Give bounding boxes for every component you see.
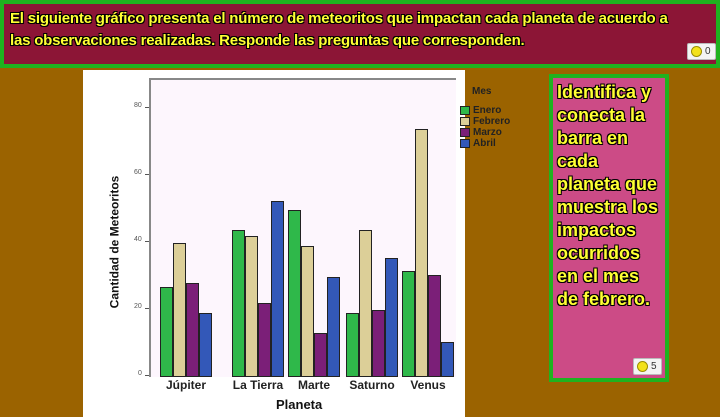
legend-swatch: [460, 139, 470, 148]
coin-icon: [691, 46, 702, 57]
y-tick-label: 60: [134, 169, 142, 176]
question-text: Identifica y conecta la barra en cada pl…: [557, 82, 659, 309]
legend-item: Marzo: [460, 127, 510, 138]
x-tick-label: Venus: [410, 378, 446, 392]
legend: Mes Enero Febrero Marzo Abril: [460, 86, 510, 149]
bar-abril[interactable]: [327, 276, 340, 377]
bar-enero[interactable]: [346, 313, 359, 377]
legend-swatch: [460, 117, 470, 126]
legend-item: Febrero: [460, 116, 510, 127]
bar-marzo[interactable]: [258, 303, 271, 377]
bar-febrero[interactable]: [173, 243, 186, 377]
legend-item: Enero: [460, 105, 510, 116]
bar-enero[interactable]: [288, 209, 301, 377]
y-tick-label: 20: [134, 303, 142, 310]
bar-abril[interactable]: [385, 258, 398, 377]
y-tick-label: 40: [134, 236, 142, 243]
points-count: 0: [705, 46, 711, 57]
bar-febrero[interactable]: [359, 229, 372, 377]
x-tick-label: Marte: [297, 378, 330, 392]
instruction-banner: El siguiente gráfico presenta el número …: [0, 0, 720, 68]
question-panel: Identifica y conecta la barra en cada pl…: [549, 74, 669, 382]
bar-marzo[interactable]: [372, 310, 385, 377]
coin-icon: [637, 361, 648, 372]
bar-marzo[interactable]: [186, 283, 199, 377]
bar-enero[interactable]: [402, 271, 415, 377]
x-tick-label: La Tierra: [232, 378, 284, 392]
bar-febrero[interactable]: [245, 236, 258, 377]
legend-title: Mes: [472, 86, 492, 97]
x-tick-label: Saturno: [349, 378, 395, 392]
y-axis-title: Cantidad de Meteoritos: [107, 175, 122, 309]
x-tick-label: Júpiter: [165, 378, 206, 392]
bar-febrero[interactable]: [415, 129, 428, 377]
bar-febrero[interactable]: [301, 246, 314, 377]
instruction-text: El siguiente gráfico presenta el número …: [10, 10, 668, 49]
y-tick-label: 0: [138, 370, 142, 377]
points-badge[interactable]: 5: [633, 358, 662, 375]
bar-marzo[interactable]: [428, 274, 441, 377]
bar-abril[interactable]: [271, 201, 284, 377]
legend-swatch: [460, 106, 470, 115]
points-count: 5: [651, 361, 657, 372]
bar-marzo[interactable]: [314, 333, 327, 377]
bar-abril[interactable]: [199, 313, 212, 377]
bar-enero[interactable]: [232, 229, 245, 377]
bar-abril[interactable]: [441, 341, 454, 377]
bar-enero[interactable]: [160, 286, 173, 377]
plot-area: [149, 78, 456, 377]
x-axis-title: Planeta: [276, 397, 323, 412]
y-tick-label: 80: [134, 102, 142, 109]
legend-swatch: [460, 128, 470, 137]
legend-item: Abril: [460, 138, 510, 149]
points-badge[interactable]: 0: [687, 43, 716, 60]
